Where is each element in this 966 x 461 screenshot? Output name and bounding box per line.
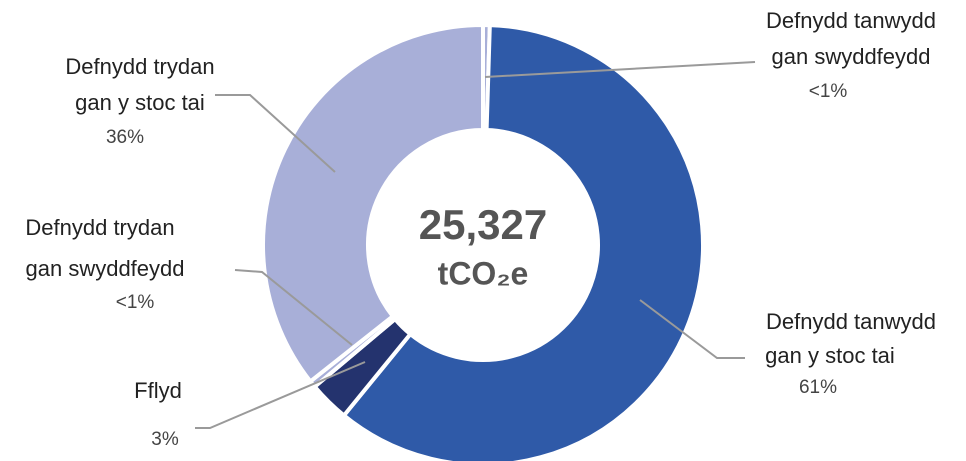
donut-slice — [261, 22, 485, 385]
leader-line — [639, 299, 745, 359]
center-value: 25,327 — [419, 201, 547, 248]
donut-hole — [370, 132, 596, 358]
value-label: 36% — [106, 127, 144, 148]
slice-label: Defnydd trydan — [25, 215, 174, 240]
slice-label: gan swyddfeydd — [26, 256, 185, 281]
slice-label: Defnydd tanwydd — [766, 8, 936, 33]
slices — [261, 22, 705, 461]
value-label: 61% — [799, 377, 837, 398]
slice-label: Fflyd — [134, 378, 182, 403]
leader-line — [215, 94, 336, 173]
leader-line — [195, 361, 366, 429]
leader-line — [234, 269, 353, 346]
donut-slice — [341, 23, 705, 461]
leader-line — [484, 61, 756, 78]
value-label: <1% — [116, 292, 155, 313]
slice-label: Defnydd trydan — [65, 54, 214, 79]
slice-label: gan y stoc tai — [75, 90, 205, 115]
slice-label: Defnydd tanwydd — [766, 309, 936, 334]
value-label: 3% — [151, 429, 179, 450]
slice-label: gan y stoc tai — [765, 343, 895, 368]
slice-label: gan swyddfeydd — [772, 44, 931, 69]
center-unit: tCO₂e — [438, 255, 529, 291]
value-label: <1% — [809, 81, 848, 102]
